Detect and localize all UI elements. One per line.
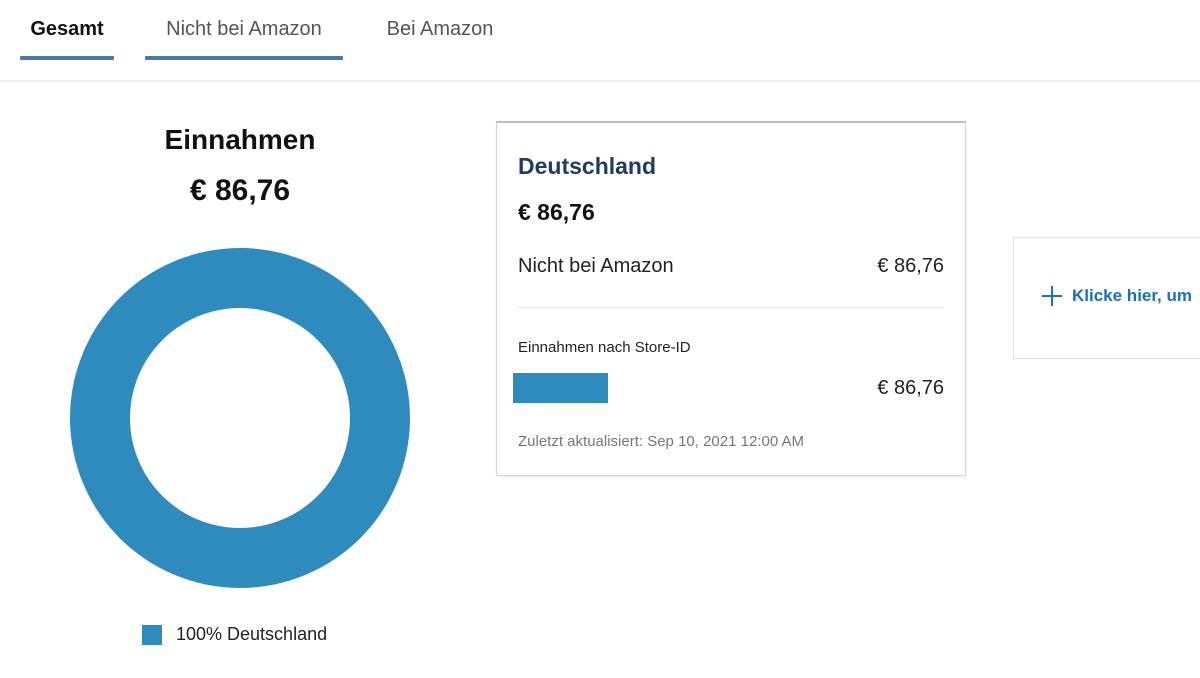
nicht-bei-amazon-value: € 86,76 [877,255,944,277]
tab-nicht-bei-amazon-label: Nicht bei Amazon [166,18,322,40]
earnings-donut-chart [70,248,410,588]
summary-amount: € 86,76 [189,174,291,207]
tab-nicht-bei-amazon-underline [145,56,343,60]
store-id-value: € 86,76 [877,376,944,399]
tab-bar: Gesamt Nicht bei Amazon Bei Amazon [0,0,1200,82]
card-country-title: Deutschland [518,153,657,179]
summary-title: Einnahmen [164,124,316,155]
card-total-amount: € 86,76 [518,199,595,225]
tab-bei-amazon-label: Bei Amazon [386,18,494,40]
donut-slice-deutschland [70,248,410,588]
plus-icon [1042,286,1062,306]
tab-gesamt-label: Gesamt [30,18,104,40]
earnings-summary: Einnahmen € 86,76 [100,120,380,208]
last-updated-text: Zuletzt aktualisiert: Sep 10, 2021 12:00… [518,433,805,450]
add-link[interactable]: Klicke hier, um [1042,286,1192,306]
store-id-heading: Einnahmen nach Store-ID [518,339,691,356]
legend-label: 100% Deutschland [176,624,328,644]
tab-gesamt-underline [20,56,114,60]
nicht-bei-amazon-label: Nicht bei Amazon [518,255,674,277]
chart-legend: 100% Deutschland [142,624,327,645]
country-earnings-card: Deutschland € 86,76 Nicht bei Amazon € 8… [496,121,966,476]
add-card: Klicke hier, um [1013,237,1200,359]
tab-nicht-bei-amazon[interactable]: Nicht bei Amazon [145,18,343,60]
legend-swatch [142,624,162,645]
store-id-redacted-bar [513,373,608,403]
nicht-bei-amazon-row: Nicht bei Amazon € 86,76 [518,255,944,278]
tab-gesamt[interactable]: Gesamt [20,18,114,60]
add-link-label: Klicke hier, um [1072,286,1192,305]
tab-bei-amazon[interactable]: Bei Amazon [372,18,508,41]
store-id-row: € 86,76 [513,373,944,403]
card-divider [518,307,944,308]
